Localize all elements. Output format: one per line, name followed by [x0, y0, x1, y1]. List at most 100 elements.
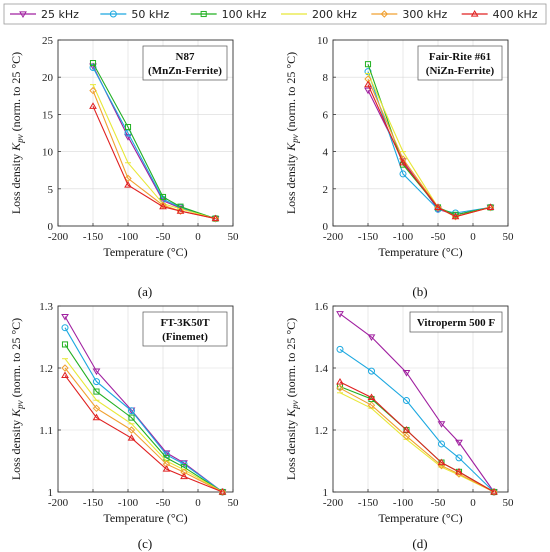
legend-label: 50 kHz — [131, 8, 169, 21]
series — [61, 371, 227, 495]
x-tick-label: -100 — [393, 231, 414, 243]
y-axis-label-subscript: pv — [290, 400, 300, 410]
legend-entry: 200 kHz — [281, 8, 357, 21]
data-point — [176, 207, 185, 214]
legend-marker — [19, 11, 27, 18]
legend-marker — [470, 10, 479, 17]
y-axis-label-unit: (norm. to 25 °C) — [9, 52, 23, 134]
data-point — [61, 341, 69, 348]
x-tick-label: -200 — [48, 231, 69, 243]
series — [336, 377, 498, 495]
y-tick-label: 2 — [323, 184, 329, 196]
data-point — [162, 460, 171, 468]
annotation-line-1: N87 — [176, 51, 195, 63]
x-axis-label: Temperature (°C) — [378, 511, 462, 525]
y-tick-label: 1 — [48, 487, 54, 499]
material-annotation: Fair-Rite #61 (NiZn-Ferrite) — [417, 45, 503, 81]
data-point — [61, 364, 69, 372]
y-tick-label: 1.4 — [314, 363, 328, 375]
legend-entry: 300 kHz — [371, 8, 447, 21]
legend-entry: 25 kHz — [10, 8, 79, 21]
data-point — [92, 368, 101, 376]
data-point — [336, 377, 344, 385]
series-line — [64, 327, 223, 493]
charts: -200 -150 -100 -50 0 500510152025Temperature … — [9, 35, 514, 551]
series-line — [339, 387, 495, 493]
panel-caption: (d) — [412, 536, 427, 551]
x-tick-label: -200 — [48, 497, 69, 509]
x-axis-label: Temperature (°C) — [103, 245, 187, 259]
data-point — [124, 134, 132, 141]
y-axis-label-unit: (norm. to 25 °C) — [284, 318, 298, 400]
chart-panel: -200 -150 -100 -50 0 50 0 5 10 15 20 25 Temperature … — [9, 35, 239, 299]
legend: 25 kHz 50 kHz 100 kHz 200 kHz 300 kHz 400 kHz — [3, 3, 547, 25]
y-axis-label-unit: (norm. to 25 °C) — [9, 318, 23, 400]
series-line — [92, 90, 216, 220]
data-point — [127, 426, 136, 434]
series-line — [92, 67, 216, 220]
y-axis-label: Loss density Kpv (norm. to 25 °C) — [284, 52, 300, 214]
plot-frame — [57, 39, 234, 227]
data-point — [364, 87, 372, 95]
data-point — [367, 401, 376, 409]
x-tick-label: -150 — [83, 497, 104, 509]
data-point — [437, 421, 446, 428]
y-tick-label: 10 — [317, 35, 329, 47]
series-line — [367, 71, 491, 214]
y-tick-label: 1.2 — [314, 425, 328, 437]
legend-box — [3, 3, 547, 25]
data-point — [455, 439, 463, 447]
x-tick-label: 50 — [228, 497, 240, 509]
data-point — [403, 397, 410, 405]
panel-caption: (a) — [138, 284, 152, 299]
data-point — [89, 102, 97, 109]
panel-caption: (c) — [138, 536, 152, 551]
legend-label: 300 kHz — [402, 8, 447, 21]
data-point — [162, 465, 171, 472]
data-point — [211, 214, 220, 222]
series-line — [367, 64, 491, 216]
y-axis-label-subscript: pv — [15, 400, 25, 410]
data-point — [367, 334, 376, 341]
data-point — [364, 61, 372, 68]
y-axis-label-unit: (norm. to 25 °C) — [284, 52, 298, 134]
series-line — [64, 344, 223, 493]
y-axis-label-text: Loss density — [284, 151, 298, 214]
x-tick-label: 50 — [503, 231, 515, 243]
data-point — [402, 432, 411, 440]
data-point — [367, 393, 376, 401]
x-axis-label: Temperature (°C) — [103, 511, 187, 525]
data-point — [128, 407, 135, 415]
annotation-box — [142, 311, 228, 347]
data-point — [486, 203, 495, 212]
x-tick-label: 50 — [228, 231, 240, 243]
data-point — [434, 203, 442, 212]
y-tick-label: 1.2 — [39, 363, 53, 375]
data-point — [451, 212, 460, 220]
legend-entry: 50 kHz — [100, 8, 169, 21]
annotation-box — [142, 45, 228, 81]
annotation-line-1: Fair-Rite #61 — [429, 51, 491, 63]
series-line — [64, 367, 223, 493]
y-tick-label: 8 — [323, 72, 329, 84]
annotation-line-1: FT-3K50T — [160, 317, 210, 329]
annotation-box — [417, 45, 503, 81]
data-point — [61, 324, 69, 332]
y-tick-label: 15 — [42, 109, 54, 121]
y-tick-label: 10 — [42, 147, 54, 159]
legend-label: 200 kHz — [312, 8, 357, 21]
legend-label: 400 kHz — [493, 8, 538, 21]
plot-frame — [332, 305, 509, 493]
y-axis-label-symbol: K — [284, 142, 298, 152]
x-tick-label: -150 — [358, 497, 379, 509]
series — [336, 311, 498, 496]
annotation-line-2: (NiZn-Ferrite) — [426, 65, 495, 77]
data-point — [218, 488, 227, 495]
x-tick-label: -150 — [83, 231, 104, 243]
legend-entry: 400 kHz — [461, 8, 538, 21]
plot-frame — [57, 305, 234, 493]
x-tick-label: -100 — [118, 497, 139, 509]
chart-panel: -200 -150 -100 -50 0 50 1 1.2 1.4 1.6 Temperature … — [284, 301, 514, 551]
data-point — [211, 214, 220, 223]
